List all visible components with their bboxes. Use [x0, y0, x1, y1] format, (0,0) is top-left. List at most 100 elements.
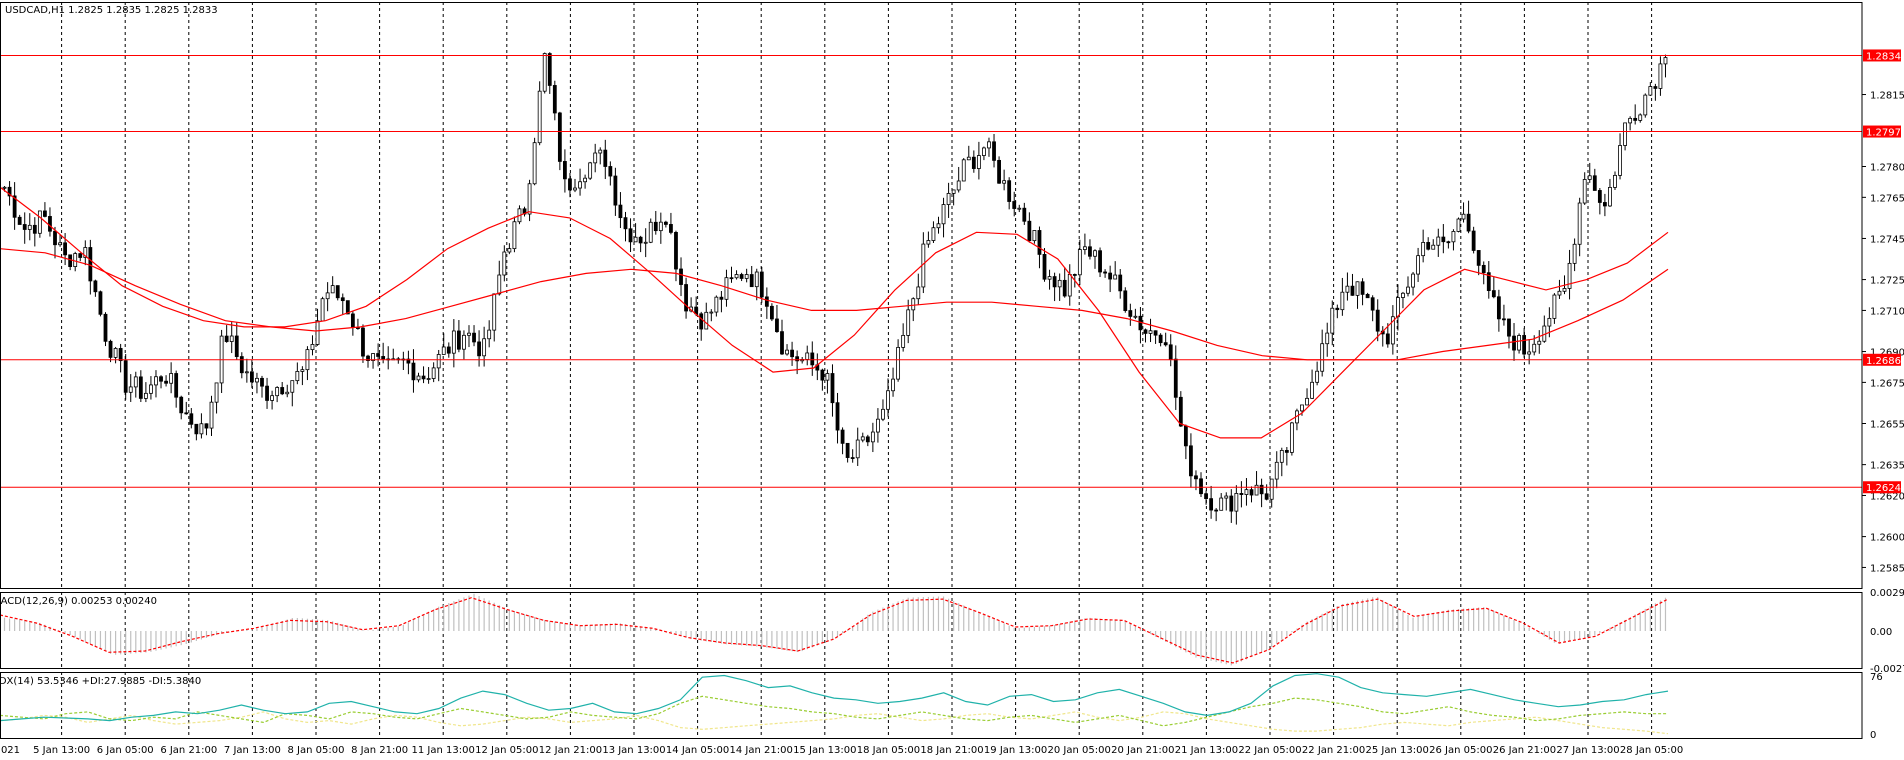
candle-body	[982, 147, 986, 156]
candle-body	[1436, 236, 1441, 246]
vertical-grid	[61, 2, 1653, 738]
level-tag	[1863, 125, 1901, 138]
x-tick-label: 28 Jan 05:00	[1620, 745, 1683, 756]
candle-body	[769, 305, 774, 320]
candle-body	[1390, 316, 1395, 345]
candle-body	[315, 320, 320, 345]
candle-body	[1098, 250, 1102, 273]
x-tick-label: 8 Jan 21:00	[351, 745, 408, 756]
price-tick-label: 1.2745	[1870, 234, 1904, 245]
candle-body	[1522, 335, 1527, 355]
candle-body	[1416, 255, 1420, 275]
candle-body	[870, 431, 875, 443]
candle-body	[1249, 489, 1254, 496]
macd-signal-line	[0, 597, 1669, 664]
candle-body	[805, 352, 810, 360]
candle-body	[1466, 213, 1471, 232]
candle-body	[1330, 307, 1335, 334]
candle-body	[1239, 493, 1244, 495]
candle-body	[1158, 334, 1163, 344]
candle-body	[901, 334, 906, 348]
candle-body	[1279, 450, 1284, 463]
candle-body	[1077, 249, 1082, 276]
candle-body	[1274, 461, 1279, 480]
candle-body	[1163, 342, 1168, 346]
candle-body	[462, 334, 466, 350]
price-panel[interactable]	[0, 52, 1862, 525]
candle-body	[270, 395, 274, 401]
x-tick-label: 18 Jan 05:00	[857, 745, 920, 756]
candle-body	[1209, 498, 1214, 511]
candle-body	[179, 396, 184, 414]
candle-body	[749, 274, 754, 288]
candle-body	[1582, 179, 1587, 204]
candle-body	[1623, 122, 1627, 146]
candle-body	[1633, 117, 1638, 121]
candle-body	[1375, 309, 1380, 332]
candle-body	[865, 436, 870, 443]
price-tick-label: 1.2675	[1870, 378, 1904, 389]
candle-body	[482, 338, 487, 357]
candle-body	[729, 277, 734, 280]
candle-body	[992, 141, 996, 161]
candle-body	[583, 177, 587, 183]
candle-body	[825, 373, 830, 381]
x-tick-label: 8 Jan 05:00	[288, 745, 345, 756]
candle-body	[472, 332, 476, 343]
candle-body	[1012, 201, 1017, 209]
candle-body	[492, 293, 497, 331]
candle-body	[810, 352, 815, 366]
candle-body	[1204, 493, 1208, 500]
candle-body	[679, 268, 683, 285]
candle-body	[714, 296, 719, 313]
candle-body	[1446, 241, 1451, 244]
candle-body	[224, 335, 229, 342]
macd-panel[interactable]	[0, 593, 1669, 666]
adx-line	[0, 673, 1669, 722]
candle-body	[1557, 290, 1562, 296]
candle-body	[820, 369, 825, 381]
candle-body	[1264, 493, 1269, 500]
candle-body	[325, 292, 330, 300]
candle-body	[63, 242, 68, 256]
candle-body	[1093, 250, 1097, 257]
candle-body	[1628, 117, 1633, 124]
candle-body	[1067, 274, 1072, 297]
candle-body	[532, 142, 537, 185]
candle-body	[477, 341, 481, 357]
candle-body	[345, 300, 350, 315]
price-tick-label: 1.2815	[1870, 91, 1904, 102]
adx-panel[interactable]	[0, 673, 1669, 735]
plus-di-line	[0, 695, 1668, 727]
candle-body	[1254, 484, 1259, 496]
candle-body	[43, 210, 47, 217]
candle-body	[1461, 213, 1466, 220]
x-tick-label: 20 Jan 05:00	[1048, 745, 1111, 756]
x-tick-label: 15 Jan 13:00	[793, 745, 856, 756]
candle-body	[143, 392, 148, 399]
price-tick-label: 1.2710	[1870, 306, 1904, 317]
candle-body	[118, 348, 123, 362]
candle-body	[164, 380, 168, 384]
candle-body	[896, 346, 901, 380]
candle-body	[966, 156, 971, 161]
candle-body	[638, 236, 643, 244]
candle-body	[840, 429, 845, 444]
candle-body	[1143, 329, 1148, 334]
candle-body	[1072, 274, 1077, 276]
x-tick-label: 13 Jan 13:00	[602, 745, 665, 756]
candle-body	[608, 166, 613, 177]
candle-body	[724, 277, 729, 300]
candle-body	[653, 221, 658, 232]
candle-body	[926, 240, 931, 245]
candle-body	[1552, 294, 1557, 319]
candle-body	[7, 186, 12, 197]
candle-body	[300, 369, 305, 372]
candle-body	[431, 367, 436, 379]
candle-body	[764, 296, 769, 307]
candle-body	[1360, 281, 1365, 295]
candle-body	[1047, 276, 1052, 280]
candle-body	[366, 355, 370, 361]
candle-body	[290, 380, 295, 393]
